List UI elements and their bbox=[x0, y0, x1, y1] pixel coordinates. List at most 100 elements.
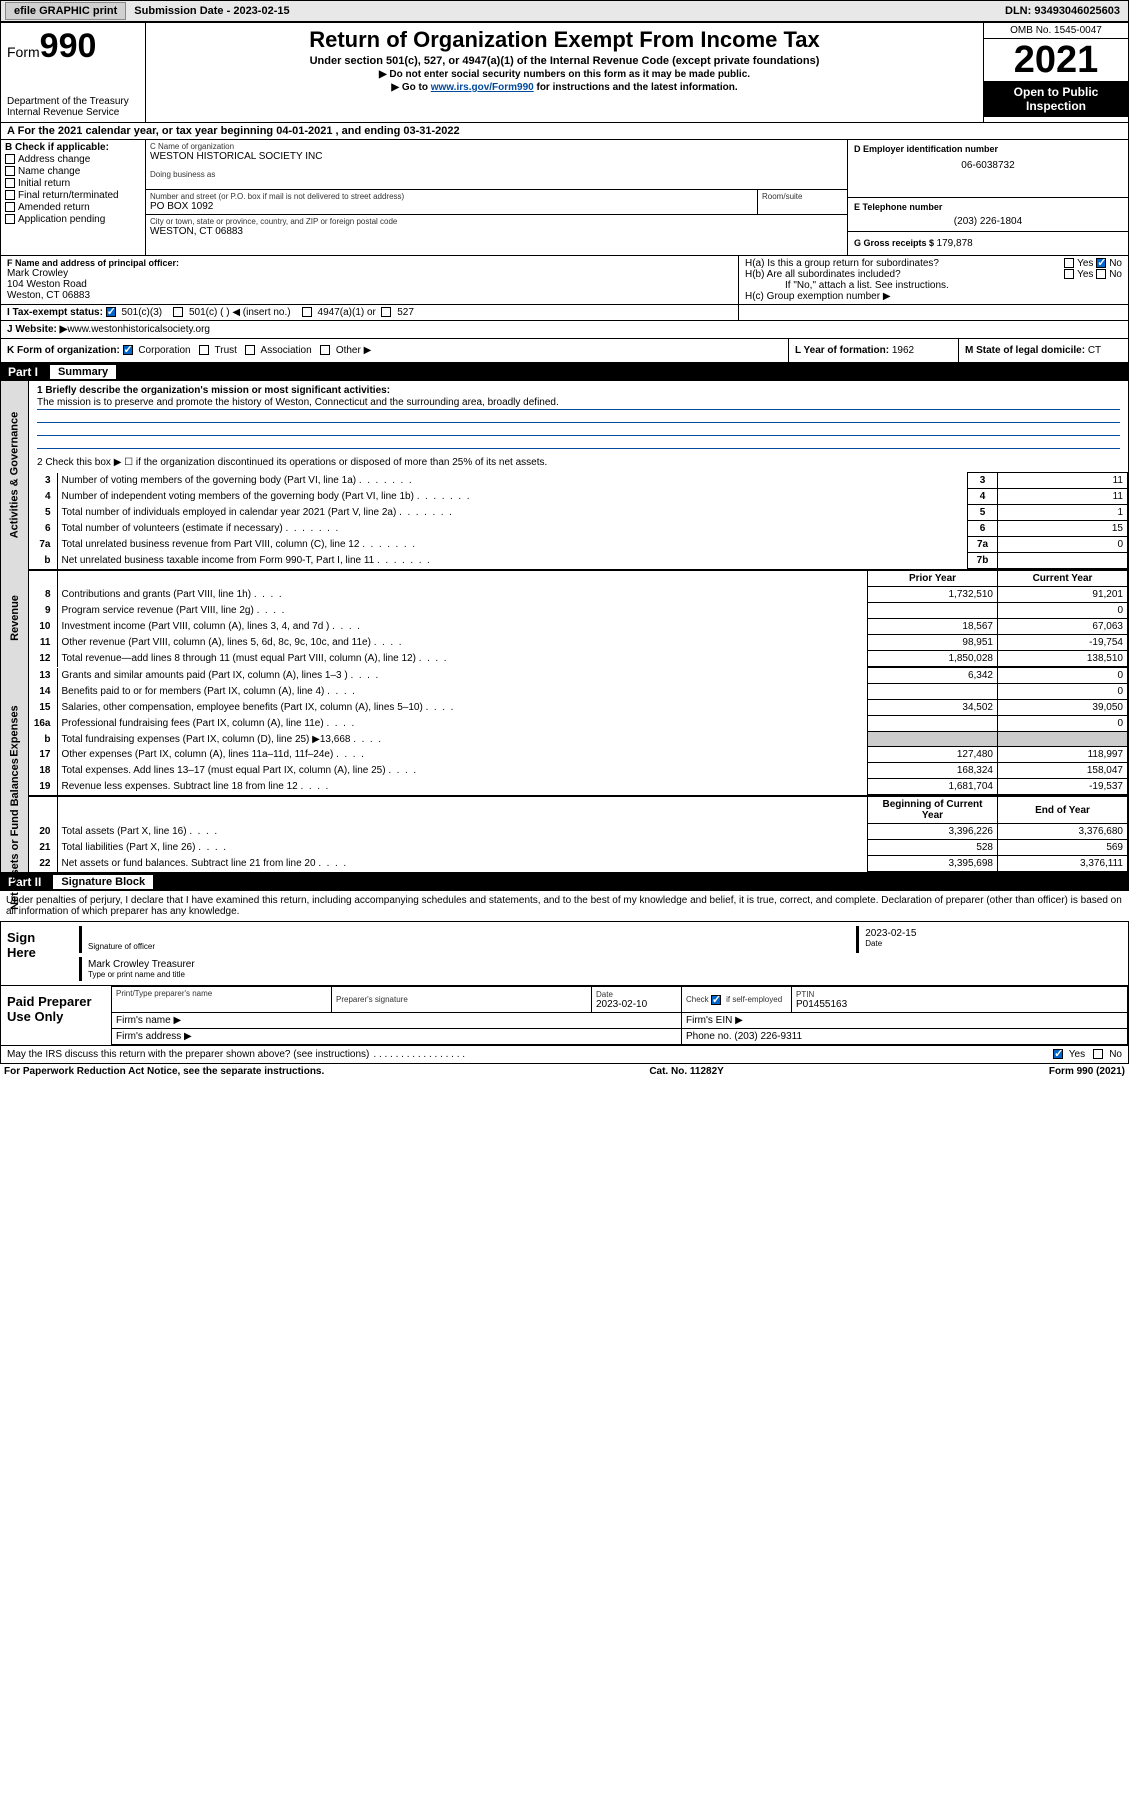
sign-here-label: Sign Here bbox=[1, 922, 71, 985]
section-h: H(a) Is this a group return for subordin… bbox=[738, 256, 1128, 304]
website-label: J Website: ▶ bbox=[7, 324, 67, 335]
j-row: J Website: ▶ www.westonhistoricalsociety… bbox=[0, 321, 1129, 339]
501c3-checkbox[interactable] bbox=[106, 307, 116, 317]
subtitle-2: ▶ Do not enter social security numbers o… bbox=[156, 69, 973, 80]
table-row: 4Number of independent voting members of… bbox=[29, 489, 1128, 505]
b-checkbox[interactable] bbox=[5, 202, 15, 212]
line1-label: 1 Briefly describe the organization's mi… bbox=[37, 385, 1120, 396]
table-row: 15Salaries, other compensation, employee… bbox=[29, 700, 1128, 716]
may-irs-yes-checkbox[interactable] bbox=[1053, 1049, 1063, 1059]
table-row: 14Benefits paid to or for members (Part … bbox=[29, 684, 1128, 700]
period-row: A For the 2021 calendar year, or tax yea… bbox=[0, 123, 1129, 140]
sign-here-block: Sign Here Signature of officer 2023-02-1… bbox=[0, 921, 1129, 986]
table-row: 16aProfessional fundraising fees (Part I… bbox=[29, 716, 1128, 732]
dept-treasury: Department of the Treasury bbox=[7, 96, 139, 107]
gross-label: G Gross receipts $ bbox=[854, 238, 937, 248]
irs: Internal Revenue Service bbox=[7, 107, 139, 118]
dba-label: Doing business as bbox=[150, 170, 843, 179]
may-irs-row: May the IRS discuss this return with the… bbox=[0, 1046, 1129, 1064]
table-row: 6Total number of volunteers (estimate if… bbox=[29, 521, 1128, 537]
table-row: 12Total revenue—add lines 8 through 11 (… bbox=[29, 651, 1128, 667]
h-a: H(a) Is this a group return for subordin… bbox=[745, 258, 1122, 269]
b-checkbox[interactable] bbox=[5, 166, 15, 176]
table-row: 18Total expenses. Add lines 13–17 (must … bbox=[29, 763, 1128, 779]
table-row: 11Other revenue (Part VIII, column (A), … bbox=[29, 635, 1128, 651]
4947-checkbox[interactable] bbox=[302, 307, 312, 317]
officer-addr2: Weston, CT 06883 bbox=[7, 290, 732, 301]
table-row: 9Program service revenue (Part VIII, lin… bbox=[29, 603, 1128, 619]
irs-link[interactable]: www.irs.gov/Form990 bbox=[431, 82, 534, 93]
phone-label: E Telephone number bbox=[854, 202, 1122, 212]
table-row: 22Net assets or fund balances. Subtract … bbox=[29, 856, 1128, 872]
h-b-note: If "No," attach a list. See instructions… bbox=[745, 280, 1122, 291]
ha-no-checkbox[interactable] bbox=[1096, 258, 1106, 268]
table-row: 7aTotal unrelated business revenue from … bbox=[29, 537, 1128, 553]
section-h-cont bbox=[738, 305, 1128, 320]
hb-no-checkbox[interactable] bbox=[1096, 269, 1106, 279]
form-title: Return of Organization Exempt From Incom… bbox=[156, 27, 973, 53]
hb-yes-checkbox[interactable] bbox=[1064, 269, 1074, 279]
section-b-item: Name change bbox=[5, 166, 141, 177]
table-row: 8Contributions and grants (Part VIII, li… bbox=[29, 587, 1128, 603]
527-checkbox[interactable] bbox=[381, 307, 391, 317]
section-b-title: B Check if applicable: bbox=[5, 142, 141, 153]
other-checkbox[interactable] bbox=[320, 345, 330, 355]
b-checkbox[interactable] bbox=[5, 214, 15, 224]
summary-exp: Expenses 13Grants and similar amounts pa… bbox=[0, 667, 1129, 795]
table-row: 13Grants and similar amounts paid (Part … bbox=[29, 668, 1128, 684]
trust-checkbox[interactable] bbox=[199, 345, 209, 355]
table-row: 20Total assets (Part X, line 16) . . . .… bbox=[29, 824, 1128, 840]
part2-header: Part II Signature Block bbox=[0, 873, 1129, 891]
table-header-row: Beginning of Current YearEnd of Year bbox=[29, 796, 1128, 824]
officer-name: Mark Crowley bbox=[7, 268, 732, 279]
ein-value: 06-6038732 bbox=[854, 160, 1122, 171]
tax-year: 2021 bbox=[984, 39, 1128, 81]
section-b: B Check if applicable: Address changeNam… bbox=[1, 140, 146, 255]
footer: For Paperwork Reduction Act Notice, see … bbox=[0, 1064, 1129, 1079]
klm-row: K Form of organization: Corporation Trus… bbox=[0, 339, 1129, 363]
b-checkbox[interactable] bbox=[5, 154, 15, 164]
table-row: 17Other expenses (Part IX, column (A), l… bbox=[29, 747, 1128, 763]
section-k: K Form of organization: Corporation Trus… bbox=[1, 339, 788, 362]
section-m: M State of legal domicile: CT bbox=[958, 339, 1128, 362]
org-name: WESTON HISTORICAL SOCIETY INC bbox=[150, 151, 843, 162]
table-row: 3Number of voting members of the governi… bbox=[29, 473, 1128, 489]
assoc-checkbox[interactable] bbox=[245, 345, 255, 355]
revenue-table: Prior YearCurrent Year8Contributions and… bbox=[29, 569, 1128, 667]
self-employed-checkbox[interactable] bbox=[711, 995, 721, 1005]
section-b-item: Final return/terminated bbox=[5, 190, 141, 201]
501c-checkbox[interactable] bbox=[173, 307, 183, 317]
section-b-item: Application pending bbox=[5, 214, 141, 225]
h-b: H(b) Are all subordinates included? Yes … bbox=[745, 269, 1122, 280]
officer-label: F Name and address of principal officer: bbox=[7, 258, 732, 268]
governance-table: 3Number of voting members of the governi… bbox=[29, 472, 1128, 569]
sig-officer-label: Signature of officer bbox=[88, 942, 846, 951]
website-value: www.westonhistoricalsociety.org bbox=[67, 324, 210, 335]
header-center: Return of Organization Exempt From Incom… bbox=[146, 23, 983, 122]
section-c: C Name of organization WESTON HISTORICAL… bbox=[146, 140, 848, 255]
gross-value: 179,878 bbox=[937, 238, 973, 249]
table-row: 10Investment income (Part VIII, column (… bbox=[29, 619, 1128, 635]
corp-checkbox[interactable] bbox=[123, 345, 133, 355]
table-row: bNet unrelated business taxable income f… bbox=[29, 553, 1128, 569]
netassets-table: Beginning of Current YearEnd of Year20To… bbox=[29, 795, 1128, 872]
phone-value: (203) 226-1804 bbox=[854, 216, 1122, 227]
summary-rev: Revenue Prior YearCurrent Year8Contribut… bbox=[0, 569, 1129, 667]
preparer-table: Print/Type preparer's name Preparer's si… bbox=[111, 986, 1128, 1045]
vtab-governance: Activities & Governance bbox=[1, 381, 29, 569]
addr-label: Number and street (or P.O. box if mail i… bbox=[150, 192, 753, 201]
mission-text: The mission is to preserve and promote t… bbox=[37, 396, 1120, 410]
ha-yes-checkbox[interactable] bbox=[1064, 258, 1074, 268]
table-row: 5Total number of individuals employed in… bbox=[29, 505, 1128, 521]
may-irs-no-checkbox[interactable] bbox=[1093, 1049, 1103, 1059]
i-row: I Tax-exempt status: 501(c)(3) 501(c) ( … bbox=[0, 305, 1129, 321]
officer-printed: Mark Crowley Treasurer bbox=[88, 959, 1118, 970]
form-number: Form990 bbox=[7, 27, 139, 66]
topbar: efile GRAPHIC print Submission Date - 20… bbox=[0, 0, 1129, 22]
efile-button[interactable]: efile GRAPHIC print bbox=[5, 2, 126, 20]
footer-left: For Paperwork Reduction Act Notice, see … bbox=[4, 1066, 324, 1077]
b-checkbox[interactable] bbox=[5, 178, 15, 188]
right-info: D Employer identification number 06-6038… bbox=[848, 140, 1128, 255]
b-checkbox[interactable] bbox=[5, 190, 15, 200]
expenses-table: 13Grants and similar amounts paid (Part … bbox=[29, 667, 1128, 795]
